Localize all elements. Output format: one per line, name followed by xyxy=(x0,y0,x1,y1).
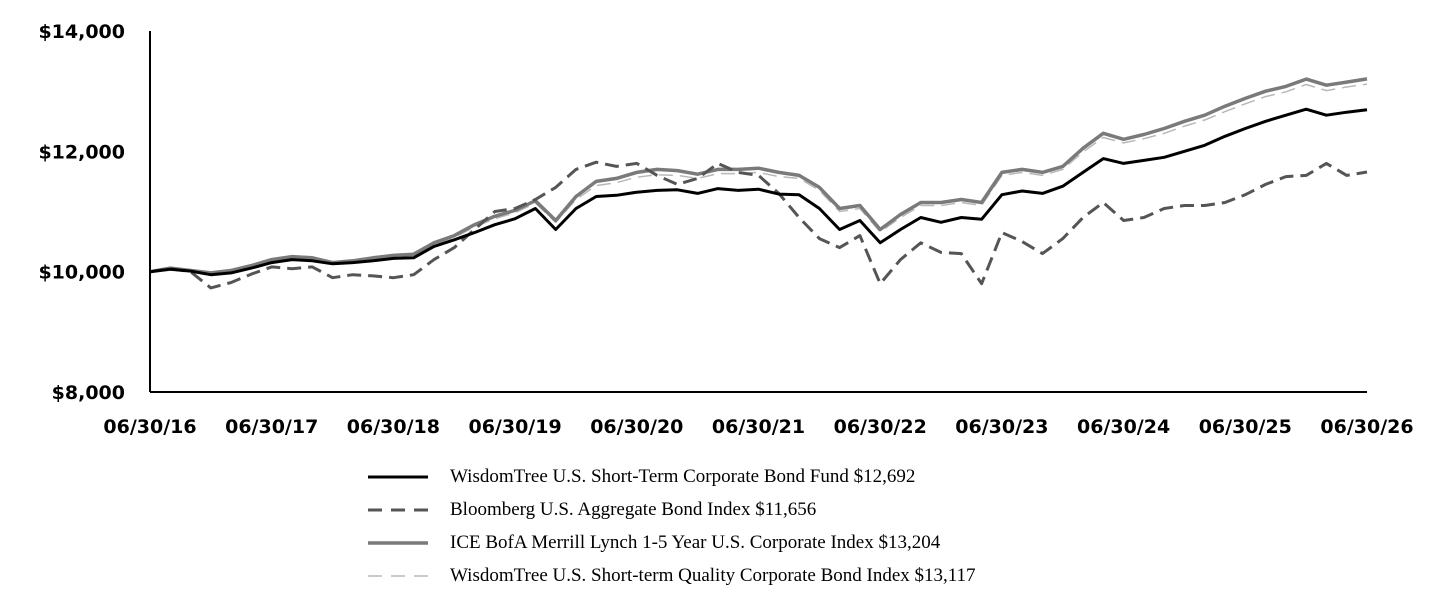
x-tick-label: 06/30/20 xyxy=(590,416,683,438)
legend-label: Bloomberg U.S. Aggregate Bond Index $11,… xyxy=(450,498,817,520)
x-tick-label: 06/30/25 xyxy=(1199,416,1292,438)
legend-label: ICE BofA Merrill Lynch 1-5 Year U.S. Cor… xyxy=(450,531,941,553)
legend: WisdomTree U.S. Short-Term Corporate Bon… xyxy=(368,460,976,592)
series-line-3 xyxy=(149,83,1368,275)
x-tick-label: 06/30/23 xyxy=(955,416,1048,438)
legend-item: WisdomTree U.S. Short-Term Corporate Bon… xyxy=(368,460,976,493)
legend-item: WisdomTree U.S. Short-term Quality Corpo… xyxy=(368,559,976,592)
legend-swatch xyxy=(368,508,428,511)
legend-swatch xyxy=(368,574,428,577)
y-tick-label: $8,000 xyxy=(52,382,125,404)
legend-swatch xyxy=(368,475,428,478)
legend-label: WisdomTree U.S. Short-term Quality Corpo… xyxy=(450,564,976,586)
y-tick-label: $14,000 xyxy=(38,21,125,43)
series-line-0 xyxy=(149,107,1368,277)
legend-label: WisdomTree U.S. Short-Term Corporate Bon… xyxy=(450,465,916,487)
series-line-1 xyxy=(149,160,1368,290)
series-line-2 xyxy=(149,77,1368,275)
legend-item: ICE BofA Merrill Lynch 1-5 Year U.S. Cor… xyxy=(368,526,976,559)
x-tick-label: 06/30/22 xyxy=(834,416,927,438)
x-tick-label: 06/30/17 xyxy=(225,416,318,438)
y-tick-label: $10,000 xyxy=(38,262,125,284)
series-layer xyxy=(149,77,1368,290)
x-tick-label: 06/30/21 xyxy=(712,416,805,438)
legend-swatch xyxy=(368,540,428,545)
x-tick-label: 06/30/18 xyxy=(347,416,440,438)
x-tick-label: 06/30/26 xyxy=(1320,416,1413,438)
x-tick-label: 06/30/16 xyxy=(103,416,196,438)
line-chart: $8,000$10,000$12,000$14,000 06/30/16 06/3… xyxy=(38,21,1413,438)
x-tick-label: 06/30/24 xyxy=(1077,416,1170,438)
x-tick-labels: 06/30/16 06/30/17 06/30/18 06/30/19 06/30/20… xyxy=(103,416,1413,438)
x-tick-label: 06/30/19 xyxy=(468,416,561,438)
y-tick-labels: $8,000 $10,000 $12,000 $14,000 xyxy=(38,21,125,404)
legend-item: Bloomberg U.S. Aggregate Bond Index $11,… xyxy=(368,493,976,526)
y-tick-label: $12,000 xyxy=(38,141,125,163)
